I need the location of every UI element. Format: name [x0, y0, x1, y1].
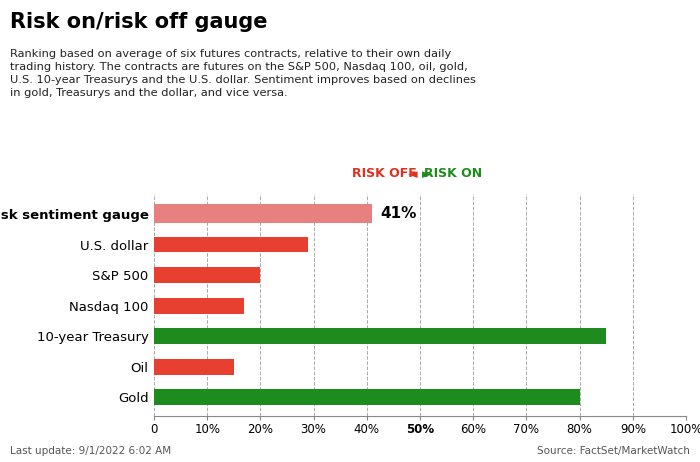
Bar: [154, 359, 234, 375]
Bar: [154, 298, 244, 314]
Text: Risk on/risk off gauge: Risk on/risk off gauge: [10, 12, 267, 31]
Bar: [154, 205, 372, 224]
Bar: [154, 328, 606, 344]
Text: Source: FactSet/MarketWatch: Source: FactSet/MarketWatch: [538, 446, 690, 456]
Bar: [154, 267, 260, 283]
Text: 41%: 41%: [380, 207, 416, 221]
Text: Last update: 9/1/2022 6:02 AM: Last update: 9/1/2022 6:02 AM: [10, 446, 171, 456]
Text: RISK ON: RISK ON: [424, 167, 482, 180]
Text: ►: ►: [422, 169, 432, 182]
Bar: [154, 389, 580, 405]
Text: Ranking based on average of six futures contracts, relative to their own daily
t: Ranking based on average of six futures …: [10, 49, 476, 98]
Text: ◄: ◄: [408, 169, 418, 182]
Text: RISK OFF: RISK OFF: [351, 167, 416, 180]
Bar: [154, 237, 308, 252]
